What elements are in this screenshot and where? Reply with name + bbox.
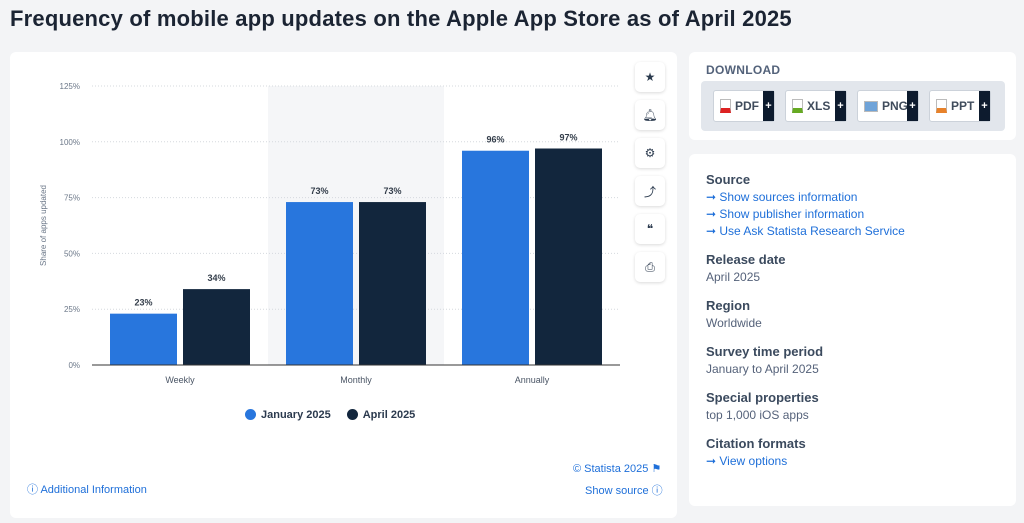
download-pdf-button[interactable]: PDF +: [713, 90, 775, 122]
star-icon[interactable]: ★: [635, 62, 665, 92]
gear-icon[interactable]: ⚙: [635, 138, 665, 168]
download-heading: DOWNLOAD: [706, 63, 781, 77]
bar: [359, 202, 426, 365]
y-tick-label: 0%: [68, 361, 80, 370]
data-label: 23%: [134, 298, 152, 308]
legend-item-apr[interactable]: April 2025: [346, 409, 416, 421]
view-options-link[interactable]: ➞ View options: [706, 454, 788, 468]
y-tick-label: 25%: [64, 305, 80, 314]
chart-toolbar: ★ 🔔︎ ⚙ ⤴ ❝ ⎙: [635, 62, 675, 290]
y-tick-label: 100%: [60, 138, 80, 147]
y-tick-label: 50%: [64, 249, 80, 258]
show-source-link[interactable]: Show source ⓘ: [585, 482, 663, 498]
download-xls-button[interactable]: XLS +: [785, 90, 847, 122]
plus-icon: +: [835, 91, 846, 121]
bar: [462, 150, 529, 365]
label: PDF: [735, 99, 759, 113]
legend: January 2025 April 2025: [245, 409, 415, 421]
data-label: 73%: [383, 186, 401, 196]
y-axis-label: Share of apps updated: [39, 185, 48, 266]
info-panel: Source ➞ Show sources information ➞ Show…: [689, 154, 1016, 506]
bar: [183, 289, 250, 365]
label: XLS: [807, 99, 831, 113]
x-tick-label: Weekly: [165, 375, 195, 385]
png-icon: [864, 100, 878, 112]
credit-text: © Statista 2025: [573, 463, 649, 475]
bar: [286, 202, 353, 365]
info-icon: ⓘ: [651, 485, 663, 497]
survey-heading: Survey time period: [706, 344, 824, 359]
release-heading: Release date: [706, 252, 786, 267]
bar-chart: 0% 25% 50% 75% 100% 125% Share of apps updated…: [39, 82, 620, 385]
print-icon[interactable]: ⎙: [635, 252, 665, 282]
page-title: Frequency of mobile app updates on the A…: [10, 6, 792, 31]
statista-credit[interactable]: © Statista 2025 ⚑: [573, 462, 661, 475]
link-text: Show sources information: [719, 190, 858, 204]
share-icon[interactable]: ⤴: [635, 176, 665, 206]
legend-item-jan[interactable]: January 2025: [245, 409, 331, 421]
download-panel: DOWNLOAD PDF + XLS + PNG + PPT +: [689, 52, 1016, 140]
legend-label: January 2025: [261, 409, 331, 421]
data-label: 97%: [559, 132, 577, 142]
special-value: top 1,000 iOS apps: [706, 408, 809, 422]
pdf-icon: [720, 99, 731, 113]
additional-info-text: Additional Information: [40, 484, 147, 496]
region-value: Worldwide: [706, 316, 762, 330]
data-label: 73%: [310, 186, 328, 196]
data-label: 34%: [207, 273, 225, 283]
ask-statista-link[interactable]: ➞ Use Ask Statista Research Service: [706, 224, 905, 238]
download-png-button[interactable]: PNG +: [857, 90, 919, 122]
plus-icon: +: [763, 91, 774, 121]
y-tick-label: 75%: [64, 194, 80, 203]
region-heading: Region: [706, 298, 751, 313]
flag-icon: ⚑: [651, 463, 662, 475]
bell-icon[interactable]: 🔔︎: [635, 100, 665, 130]
y-tick-label: 125%: [60, 82, 80, 91]
label: PPT: [951, 99, 975, 113]
survey-value: January to April 2025: [706, 362, 819, 376]
link-text: Use Ask Statista Research Service: [719, 224, 905, 238]
citation-heading: Citation formats: [706, 436, 806, 451]
x-tick-label: Monthly: [340, 375, 372, 385]
show-publisher-link[interactable]: ➞ Show publisher information: [706, 207, 865, 221]
special-heading: Special properties: [706, 390, 819, 405]
legend-label: April 2025: [362, 409, 416, 421]
xls-icon: [792, 99, 803, 113]
bar: [110, 313, 177, 365]
bar: [535, 148, 602, 365]
show-source-text: Show source: [585, 485, 649, 497]
release-value: April 2025: [706, 270, 761, 284]
plus-icon: +: [907, 91, 918, 121]
data-label: 96%: [486, 135, 504, 145]
link-text: Show publisher information: [719, 207, 865, 221]
info-icon: ⓘ: [27, 484, 38, 496]
ppt-icon: [936, 99, 947, 113]
quote-icon[interactable]: ❝: [635, 214, 665, 244]
chart-card: 0% 25% 50% 75% 100% 125% Share of apps updated…: [10, 52, 677, 518]
source-heading: Source: [706, 172, 751, 187]
x-tick-label: Annually: [515, 375, 550, 385]
label: PNG: [882, 99, 909, 113]
plus-icon: +: [979, 91, 990, 121]
additional-info-link[interactable]: ⓘ Additional Information: [27, 481, 147, 497]
show-sources-link[interactable]: ➞ Show sources information: [706, 190, 858, 204]
link-text: View options: [719, 454, 788, 468]
download-ppt-button[interactable]: PPT +: [929, 90, 991, 122]
